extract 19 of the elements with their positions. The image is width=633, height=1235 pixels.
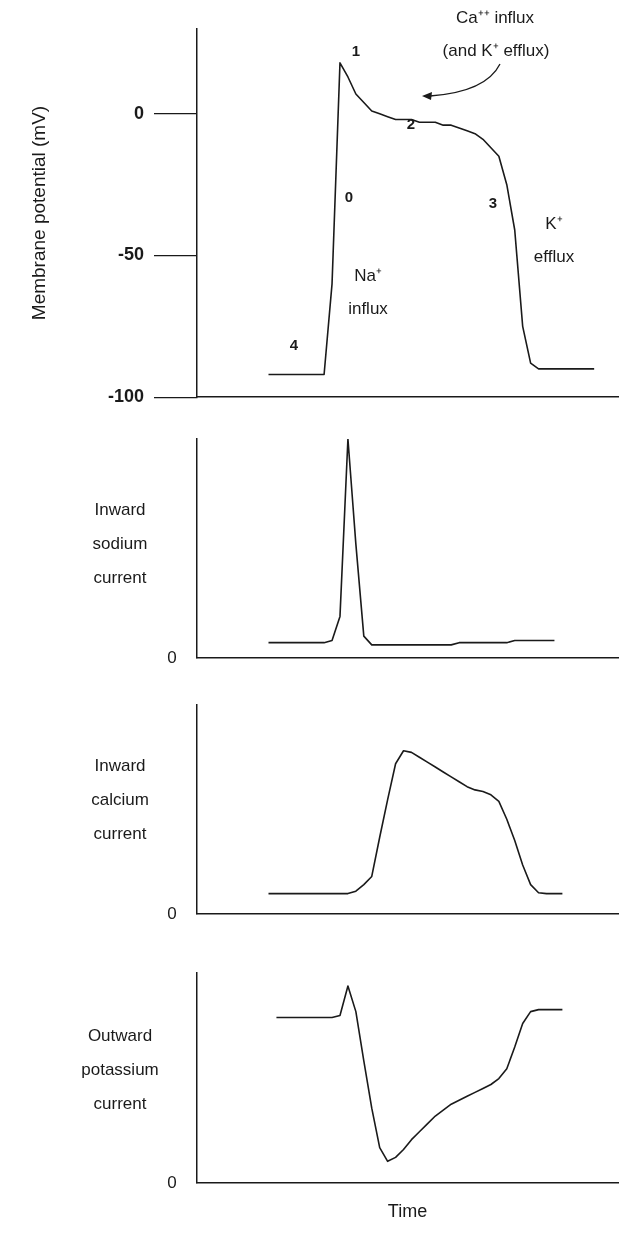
x-axis-title: Time bbox=[387, 1201, 428, 1222]
y-axis-title: Inward calcium current bbox=[91, 755, 149, 843]
y-tick-label: 0 bbox=[133, 102, 144, 123]
y-axis-title: Inward sodium current bbox=[92, 499, 148, 587]
text: 0 bbox=[167, 1172, 177, 1192]
annotation: 4 bbox=[289, 336, 299, 354]
annotation: 0 bbox=[344, 188, 354, 206]
text: 0 bbox=[167, 903, 177, 923]
text: Ca⁺⁺ influx bbox=[455, 7, 535, 27]
y-axis-title: Outward potassium current bbox=[81, 1025, 159, 1113]
y-tick-label: -50 bbox=[117, 244, 144, 265]
y-tick-label: -100 bbox=[107, 386, 144, 407]
annotation: 3 bbox=[488, 194, 498, 212]
annotation: Na⁺ influx bbox=[348, 265, 389, 318]
text: 0 bbox=[167, 647, 177, 667]
annotation: K⁺ efflux bbox=[533, 213, 575, 266]
y-axis-title: Membrane potential (mV) bbox=[27, 105, 49, 321]
annotation: (and K⁺ efflux) bbox=[442, 40, 550, 60]
annotation: 1 bbox=[351, 42, 361, 60]
